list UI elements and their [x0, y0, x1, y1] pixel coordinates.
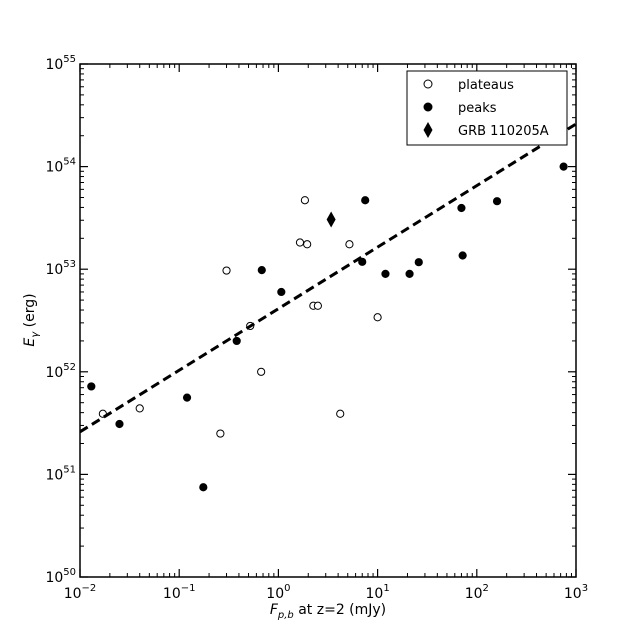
peak-point	[199, 483, 208, 492]
peak-point	[115, 419, 124, 429]
x-tick-label: 10−2	[64, 583, 97, 602]
plateau-point	[135, 404, 144, 413]
plateau-point	[373, 313, 382, 322]
legend-marker-grb	[423, 122, 433, 138]
x-tick-label: 102	[465, 583, 489, 602]
peak-point	[358, 257, 367, 266]
x-tick-label: 100	[266, 583, 290, 602]
plot-frame	[79, 63, 577, 578]
y-axis-label: Eγ (erg)	[22, 293, 41, 346]
y-tick-label: 1054	[45, 157, 76, 176]
y-tick-label: 1050	[45, 567, 76, 586]
peak-point	[257, 266, 266, 275]
plateau-point	[313, 301, 322, 310]
y-tick-label: 1052	[45, 362, 76, 381]
y-tick-label: 1055	[45, 54, 76, 73]
peak-point	[277, 287, 286, 297]
peak-point	[559, 162, 568, 171]
peak-point	[414, 258, 423, 267]
plateau-point	[336, 409, 345, 418]
y-axis-label-symbol: E	[22, 338, 38, 347]
x-axis-label-symbol: F	[270, 602, 279, 618]
peak-point	[492, 197, 502, 206]
legend-label-plateaus: plateaus	[458, 78, 514, 93]
x-axis-label-rest: at z=2 (mJy)	[294, 602, 386, 618]
x-axis-label-subscript: p,b	[277, 610, 294, 621]
plateau-point	[303, 240, 312, 249]
legend-label-peaks: peaks	[458, 101, 497, 116]
y-tick-label: 1053	[45, 259, 76, 278]
y-tick-label: 1051	[45, 464, 76, 483]
axis-ticks: 10−2 10−1 100 101 102 103 1050 1051 1052 1053 1054…	[45, 54, 588, 602]
plot-area	[80, 64, 576, 577]
x-tick-label: 103	[564, 583, 588, 602]
legend-box	[406, 70, 568, 146]
peak-point	[405, 269, 414, 278]
x-tick-label: 101	[365, 583, 389, 602]
grb-110205a-point	[326, 211, 336, 228]
plateau-point	[295, 238, 305, 247]
legend-marker-peaks	[423, 102, 433, 112]
peak-point	[87, 382, 96, 391]
legend-marker-plateaus	[423, 79, 433, 89]
peak-point	[381, 269, 390, 278]
y-axis-label-subscript: γ	[30, 331, 41, 338]
legend-label-grb: GRB 110205A	[458, 124, 549, 139]
plateau-point	[345, 240, 354, 249]
plateau-point	[222, 266, 231, 275]
peak-point	[457, 203, 466, 213]
peak-point	[361, 196, 370, 205]
peak-point	[232, 336, 241, 346]
legend: plateaus peaks GRB 110205A	[406, 70, 568, 146]
y-axis-label-rest: (erg)	[22, 293, 38, 331]
data-marks	[80, 122, 576, 492]
x-tick-label: 10−1	[163, 583, 196, 602]
plateau-point	[257, 367, 266, 376]
x-axis-label: Fp,b at z=2 (mJy)	[270, 602, 386, 621]
peak-point	[458, 251, 467, 260]
plateau-point	[216, 429, 225, 438]
plateau-point	[300, 196, 310, 205]
peak-point	[182, 393, 192, 402]
